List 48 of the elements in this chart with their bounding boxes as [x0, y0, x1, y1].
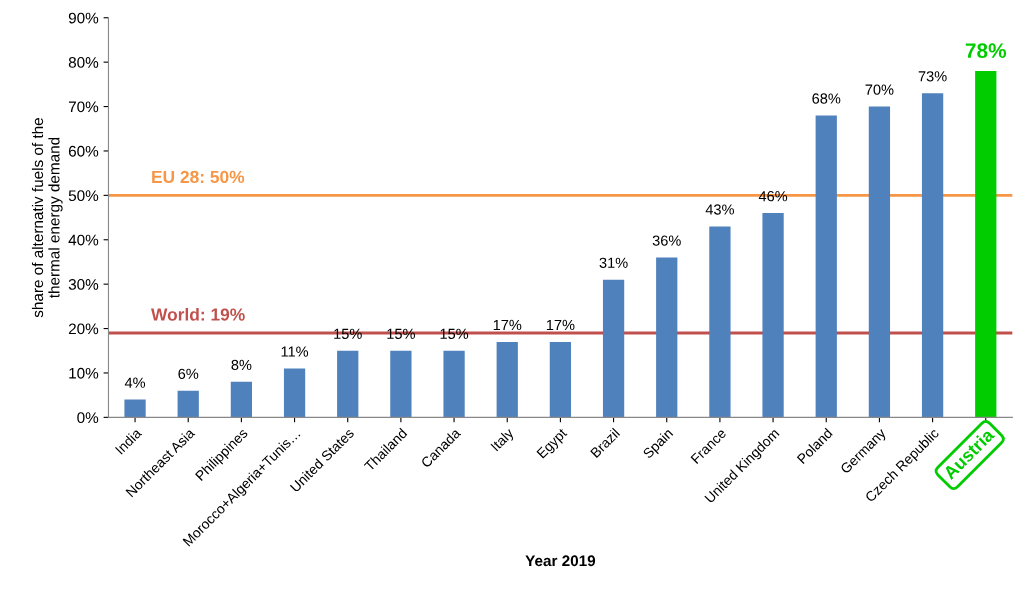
bar: [868, 106, 891, 418]
y-tick-label: 40%: [68, 234, 99, 246]
bar: [283, 368, 306, 418]
data-label: 4%: [124, 377, 146, 388]
bar: [815, 115, 837, 418]
data-label: 15%: [440, 328, 469, 339]
y-tick-label: 60%: [68, 145, 99, 157]
y-tick-label: 70%: [68, 101, 99, 113]
bar: [549, 341, 572, 418]
y-axis-title: share of alternativ fuels of the thermal energy demand: [31, 118, 63, 318]
data-label: 6%: [178, 368, 199, 379]
bar: [124, 399, 146, 418]
y-tick-label: 20%: [68, 323, 99, 335]
data-label: 68%: [812, 93, 841, 104]
bar: [602, 279, 625, 418]
data-label: 17%: [493, 319, 522, 331]
y-tick-label: 80%: [68, 57, 99, 68]
bar: [177, 390, 199, 418]
data-label: 43%: [705, 204, 734, 215]
ref-line-label: World: 19%: [151, 307, 245, 321]
bar: [443, 350, 465, 418]
bar: [709, 226, 731, 418]
bar: [975, 71, 997, 418]
x-axis-title: Year 2019: [525, 555, 596, 567]
y-tick-label: 10%: [69, 367, 99, 379]
bar: [390, 350, 412, 418]
data-label: 70%: [865, 84, 894, 95]
data-label: 17%: [546, 319, 575, 331]
y-tick-label: 50%: [68, 190, 99, 202]
bar: [921, 93, 944, 418]
data-label: 15%: [334, 328, 362, 339]
bar: [337, 350, 359, 418]
x-tick-label: Italy: [490, 427, 517, 454]
data-label: 15%: [387, 328, 415, 339]
data-label: 11%: [281, 346, 309, 357]
ref-line-label: EU 28: 50%: [152, 170, 245, 184]
bar: [230, 381, 253, 418]
bar: [762, 213, 784, 418]
data-label: 31%: [599, 257, 628, 268]
data-label: 36%: [652, 235, 681, 246]
y-tick-label: 30%: [68, 279, 99, 290]
y-tick-label: 90%: [68, 12, 99, 24]
bar: [496, 341, 518, 418]
data-label: 8%: [231, 359, 252, 371]
y-tick-label: 0%: [77, 412, 99, 424]
data-label: 73%: [918, 71, 947, 82]
data-label: 78%: [965, 43, 1007, 59]
bar: [656, 257, 678, 418]
